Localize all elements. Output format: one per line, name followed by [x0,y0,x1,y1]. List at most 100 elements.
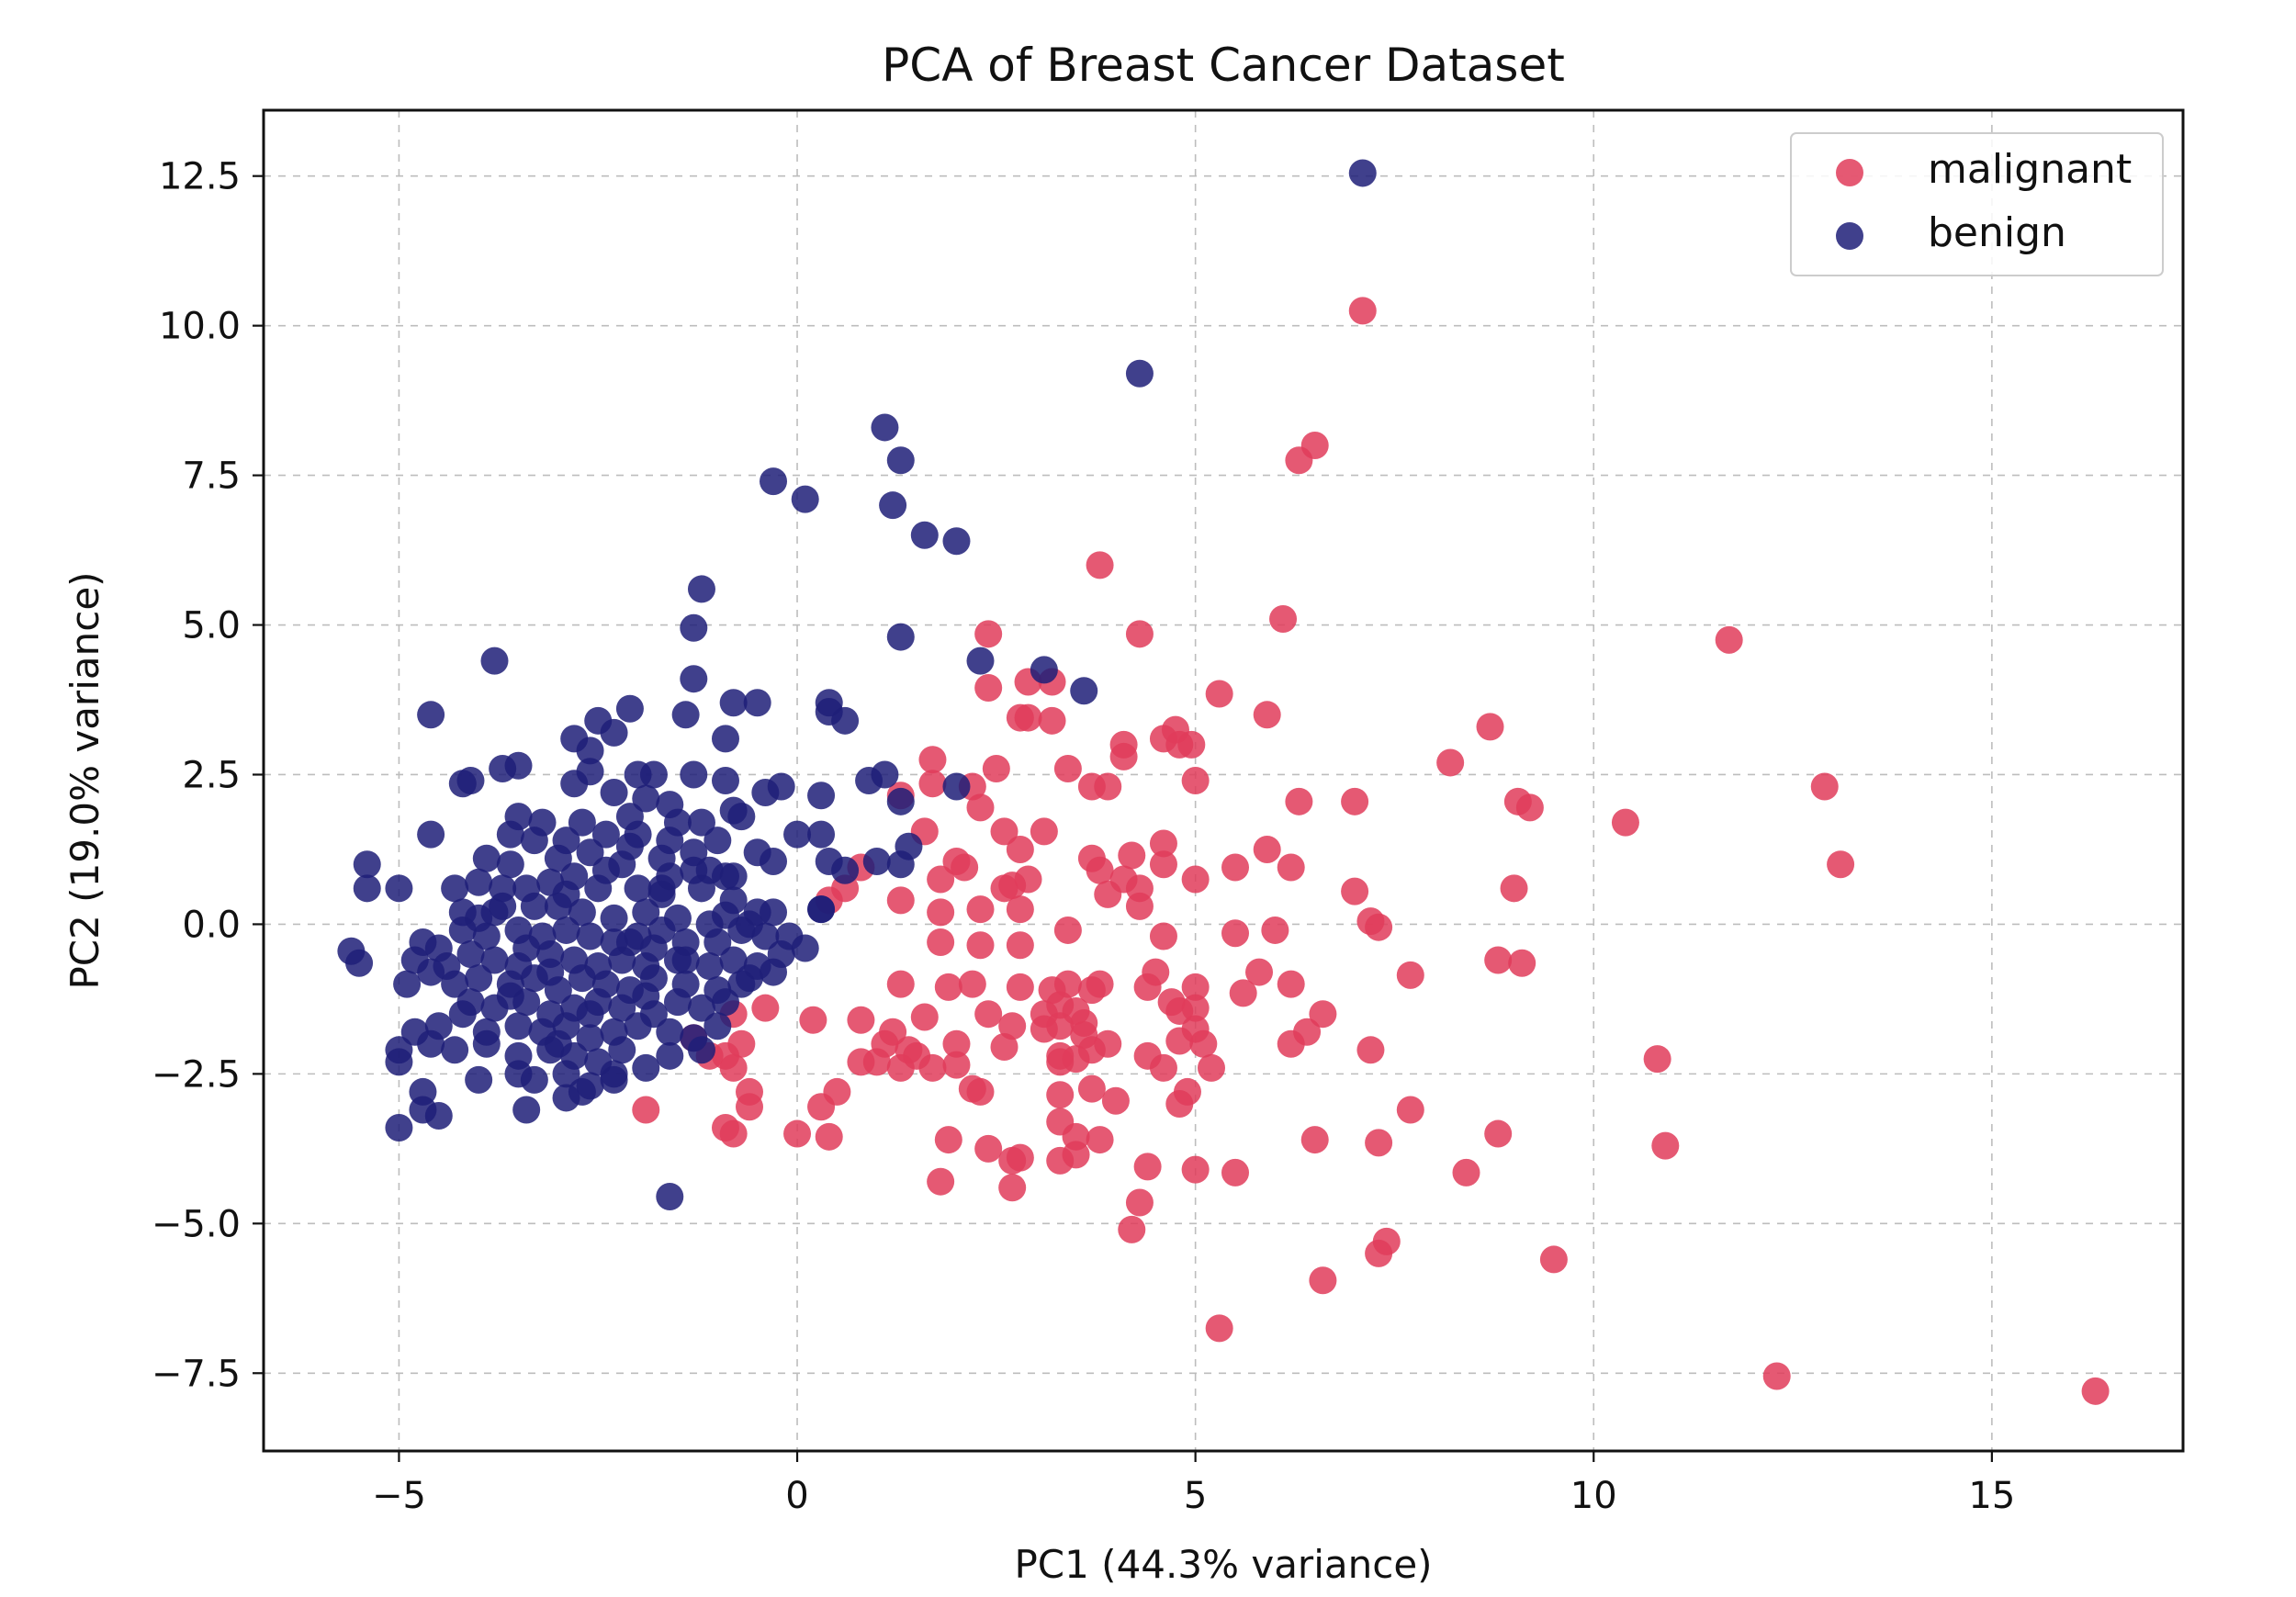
y-tick-label: 10.0 [159,306,241,348]
benign-point [703,827,732,855]
benign-point [639,934,668,962]
benign-point [663,988,692,1017]
benign-point [783,820,812,849]
benign-point [647,874,676,903]
malignant-point [1348,297,1377,325]
benign-point [353,874,381,903]
malignant-point [1309,1000,1337,1029]
malignant-point [942,1051,971,1079]
benign-point [760,847,788,875]
plot-frame [262,108,2185,1453]
malignant-point [1181,767,1210,794]
benign-point [536,958,565,986]
malignant-point [998,1174,1027,1202]
benign-point [544,1029,572,1058]
benign-point [465,964,493,993]
benign-point [456,940,485,969]
malignant-point [1053,754,1082,782]
benign-point [480,647,509,675]
malignant-point [951,853,979,882]
malignant-point [1181,865,1210,894]
benign-point [385,874,413,903]
malignant-point [1221,853,1250,882]
malignant-point [1133,973,1162,1001]
benign-point [552,916,580,944]
malignant-point [1277,853,1305,882]
benign-point [576,1024,604,1052]
malignant-point [927,865,955,894]
benign-point [489,892,517,920]
benign-point [560,770,589,798]
benign-point [568,898,596,927]
benign-point [472,1029,501,1058]
y-tick-label: 5.0 [182,605,241,647]
malignant-point [886,886,915,915]
malignant-point [886,1053,915,1082]
malignant-point [1101,1086,1130,1115]
malignant-point [1762,1362,1791,1390]
benign-point [576,922,604,950]
benign-point [831,706,860,735]
malignant-point [998,1146,1027,1175]
series-benign [337,159,1377,1210]
y-tick-label: 7.5 [182,455,241,498]
malignant-point [1205,680,1233,708]
legend-box [1790,132,2164,276]
y-tick-label: 12.5 [159,156,241,198]
benign-point [879,491,907,520]
malignant-point [1269,605,1298,634]
y-axis-label: PC2 (19.0% variance) [62,571,107,989]
malignant-point [918,746,947,774]
malignant-point [1484,1119,1513,1148]
benign-point [393,970,422,998]
malignant-point [1810,772,1839,801]
malignant-point [1277,970,1305,998]
benign-point [807,820,836,849]
malignant-point [1181,994,1210,1022]
malignant-point [1177,730,1206,759]
malignant-point [1356,1036,1385,1064]
chart-title: PCA of Breast Cancer Dataset [882,39,1565,92]
malignant-point [1094,880,1122,908]
malignant-point [1165,1027,1194,1055]
benign-point [743,689,771,717]
malignant-point [1341,787,1369,815]
malignant-point [982,754,1010,782]
malignant-point [910,1003,939,1031]
benign-point [615,694,644,723]
benign-point [727,803,756,831]
benign-point [512,934,541,962]
x-tick-label: −5 [372,1475,426,1517]
malignant-point [1197,1053,1225,1082]
benign-point [736,910,764,939]
malignant-point [1452,1158,1480,1187]
malignant-point [1046,1081,1075,1109]
benign-point [544,844,572,872]
malignant-point [966,895,995,924]
malignant-point [1094,772,1122,801]
malignant-point [1149,829,1177,858]
malignant-point [1165,1089,1194,1118]
benign-point [871,413,899,442]
malignant-point [1094,1029,1122,1058]
malignant-point [1189,1029,1218,1058]
benign-point [886,446,915,475]
benign-point [942,772,971,801]
benign-point [719,689,748,717]
benign-point [687,808,715,837]
malignant-point [1014,865,1042,894]
malignant-point [886,970,915,998]
benign-point [608,1036,636,1064]
benign-point [472,844,501,872]
malignant-point [1341,877,1369,905]
malignant-point [1053,916,1082,944]
malignant-point [1436,748,1465,777]
malignant-point [966,793,995,822]
malignant-point [1149,850,1177,879]
malignant-point [1118,1215,1146,1243]
benign-point [600,779,628,807]
benign-point [496,982,524,1010]
x-tick-label: 10 [1570,1475,1617,1517]
malignant-point [1365,1129,1393,1157]
